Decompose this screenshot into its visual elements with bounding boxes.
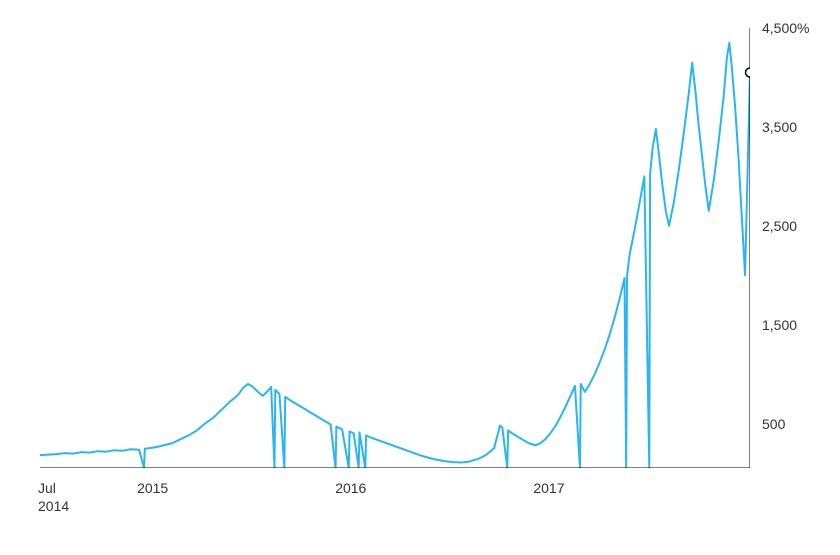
chart-container: 500 1,500 2,500 3,500 4,500% Jul 2014 2015 2016… (0, 0, 840, 555)
end-marker (746, 68, 751, 77)
data-line (40, 43, 750, 468)
x-tick-label: 2017 (533, 480, 564, 498)
x-tick-label: Jul 2014 (38, 480, 69, 515)
x-tick-label: 2015 (137, 480, 168, 498)
y-tick-label: 4,500% (762, 20, 809, 36)
plot-area (40, 28, 750, 468)
y-tick-label: 1,500 (762, 317, 797, 333)
x-tick-label: 2016 (335, 480, 366, 498)
chart-svg (40, 28, 750, 468)
y-tick-label: 2,500 (762, 218, 797, 234)
y-tick-label: 500 (762, 416, 785, 432)
y-tick-label: 3,500 (762, 119, 797, 135)
